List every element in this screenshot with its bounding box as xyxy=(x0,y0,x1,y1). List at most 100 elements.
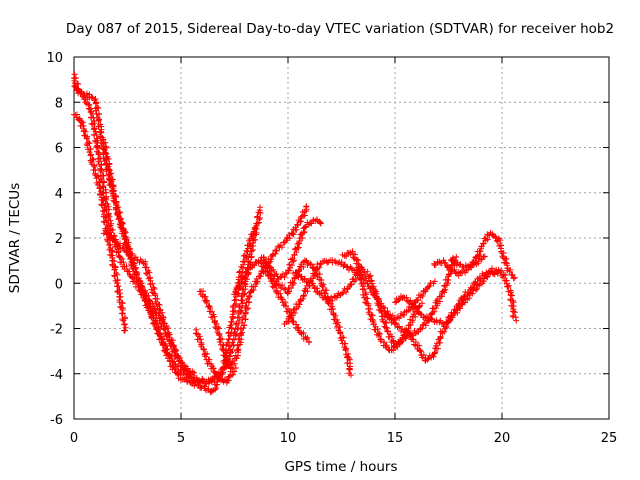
data-point xyxy=(148,311,155,318)
data-point xyxy=(273,289,280,296)
data-point xyxy=(116,299,123,306)
data-series-6 xyxy=(196,203,310,372)
data-point xyxy=(455,300,462,307)
data-point xyxy=(314,285,321,292)
data-point xyxy=(115,249,122,256)
data-point xyxy=(371,290,378,297)
data-point xyxy=(147,281,154,288)
data-point xyxy=(242,316,249,323)
data-point xyxy=(413,328,420,335)
data-point xyxy=(231,329,238,336)
data-point xyxy=(278,294,285,301)
data-point xyxy=(208,387,215,394)
data-point xyxy=(380,318,387,325)
data-series-9 xyxy=(258,216,324,282)
data-point xyxy=(390,342,397,349)
data-point xyxy=(109,176,116,183)
data-point xyxy=(103,214,110,221)
data-point xyxy=(374,302,381,309)
data-point xyxy=(397,293,404,300)
data-point xyxy=(164,351,171,358)
data-point xyxy=(229,304,236,311)
data-point xyxy=(355,257,362,264)
data-point xyxy=(455,301,462,308)
data-point xyxy=(282,299,289,306)
data-point xyxy=(282,271,289,278)
data-point xyxy=(513,317,520,324)
data-point xyxy=(306,279,313,286)
data-point xyxy=(301,275,308,282)
data-point xyxy=(329,297,336,304)
data-point xyxy=(91,132,98,139)
data-point xyxy=(375,332,382,339)
data-point xyxy=(507,297,514,304)
data-point xyxy=(302,285,309,292)
data-point xyxy=(118,259,125,266)
data-point xyxy=(250,283,257,290)
data-point xyxy=(154,327,161,334)
data-point xyxy=(239,297,246,304)
data-point xyxy=(400,311,407,318)
data-point xyxy=(472,259,479,266)
data-point xyxy=(200,345,207,352)
data-point xyxy=(298,213,305,220)
data-point xyxy=(156,317,163,324)
data-point xyxy=(236,335,243,342)
data-point xyxy=(436,319,443,326)
data-point xyxy=(93,138,100,145)
data-point xyxy=(319,294,326,301)
data-point xyxy=(92,128,99,135)
data-point xyxy=(372,326,379,333)
data-point xyxy=(298,230,305,237)
data-point xyxy=(232,321,239,328)
data-point xyxy=(328,306,335,313)
data-point xyxy=(226,373,233,380)
data-point xyxy=(335,260,342,267)
data-point xyxy=(304,334,311,341)
data-point xyxy=(101,146,108,153)
data-point xyxy=(463,267,470,274)
data-series-3 xyxy=(70,111,129,334)
data-point xyxy=(509,302,516,309)
data-point xyxy=(416,346,423,353)
data-point xyxy=(299,234,306,241)
data-point xyxy=(412,313,419,320)
data-point xyxy=(369,316,376,323)
x-tick-label: 0 xyxy=(70,431,78,446)
data-point xyxy=(290,280,297,287)
data-point xyxy=(206,360,213,367)
data-point xyxy=(482,235,489,242)
data-point xyxy=(343,263,350,270)
data-point xyxy=(331,316,338,323)
data-point xyxy=(123,248,130,255)
data-point xyxy=(303,203,310,210)
data-point xyxy=(111,273,118,280)
data-point xyxy=(233,289,240,296)
data-point xyxy=(254,213,261,220)
data-point xyxy=(245,265,252,272)
data-point xyxy=(292,269,299,276)
axis-ticks: 0 5 10 15 20 25 -6 -4 -2 0 2 4 6 8 10 xyxy=(46,51,617,446)
data-point xyxy=(487,269,494,276)
data-point xyxy=(350,275,357,282)
data-point xyxy=(103,156,110,163)
data-point xyxy=(202,293,209,300)
data-point xyxy=(216,373,223,380)
data-point xyxy=(111,266,118,273)
data-point xyxy=(94,181,101,188)
data-point xyxy=(470,280,477,287)
data-point xyxy=(442,286,449,293)
data-point xyxy=(413,305,420,312)
data-point xyxy=(444,280,451,287)
data-point xyxy=(231,307,238,314)
data-point xyxy=(441,283,448,290)
data-point xyxy=(143,270,150,277)
data-point xyxy=(228,318,235,325)
data-point xyxy=(419,325,426,332)
data-point xyxy=(106,234,113,241)
data-point xyxy=(307,219,314,226)
data-point xyxy=(279,282,286,289)
data-point xyxy=(356,275,363,282)
data-point xyxy=(76,117,83,124)
data-point xyxy=(391,320,398,327)
